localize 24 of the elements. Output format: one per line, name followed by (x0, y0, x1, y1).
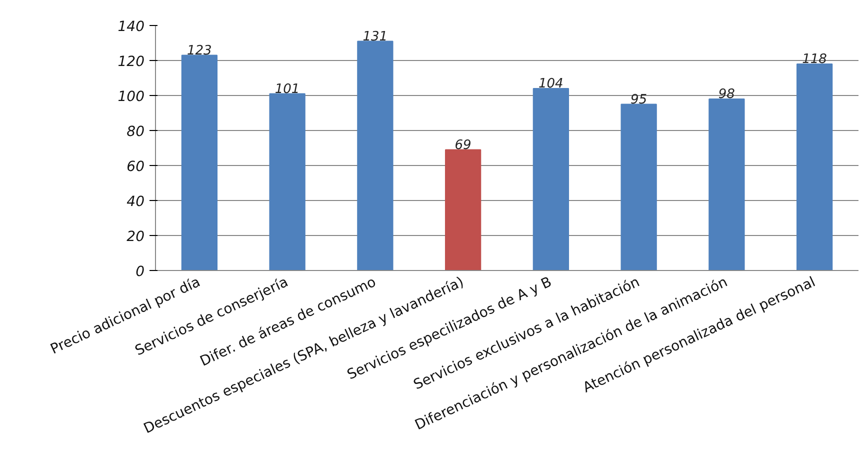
y-tick-label: 140 (118, 19, 145, 35)
bar (181, 54, 218, 270)
data-label: 95 (630, 92, 648, 108)
data-label: 118 (802, 52, 827, 67)
data-label: 104 (538, 76, 564, 92)
bar (269, 93, 306, 270)
data-label: 123 (187, 43, 212, 58)
y-tick-label: 120 (118, 54, 145, 70)
y-tick-label: 20 (126, 229, 145, 245)
y-tick-label: 80 (126, 124, 145, 140)
data-label: 98 (718, 87, 735, 102)
bar (357, 40, 394, 270)
bar (708, 98, 745, 270)
bar (532, 88, 570, 270)
data-label: 131 (362, 29, 388, 44)
data-label: 69 (454, 138, 472, 153)
data-label: 101 (274, 82, 300, 97)
y-tick-label: 100 (118, 89, 145, 105)
bar (444, 149, 482, 270)
bar (620, 104, 657, 270)
bar (796, 64, 833, 270)
y-tick-label: 60 (126, 159, 145, 175)
y-tick-label: 0 (136, 264, 145, 280)
y-tick-label: 40 (126, 194, 145, 210)
